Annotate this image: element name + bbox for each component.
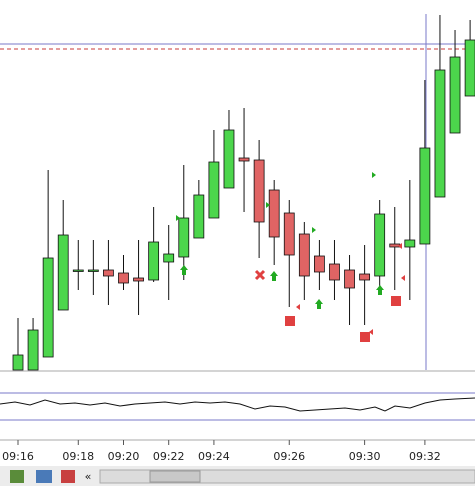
marker [398,243,402,249]
scroll-left[interactable]: « [85,470,92,483]
candle-body [118,272,129,284]
candle-body [42,257,54,358]
x-tick-label: 09:22 [153,450,185,463]
candle-body [283,212,295,256]
candle-body [178,217,190,258]
buy-arrow [180,265,188,275]
stop-square [360,332,370,342]
marker [372,172,376,178]
candle-body [103,269,114,277]
candle-body [268,189,280,238]
candle-body [389,243,401,248]
exit-mark [254,269,266,281]
x-tick-label: 09:26 [273,450,305,463]
candle-body [87,269,99,272]
candle-body [464,39,475,97]
candle-body [329,263,340,281]
toolbar-icon[interactable] [10,470,24,483]
x-tick-label: 09:24 [198,450,230,463]
marker [296,304,300,310]
candle-body [359,273,371,281]
x-tick-label: 09:20 [108,450,140,463]
toolbar-icon[interactable] [36,470,52,483]
marker [369,329,373,335]
marker [401,275,405,281]
toolbar-icon[interactable] [61,470,75,483]
candle-body [434,69,446,198]
candle-body [12,354,24,371]
candle-body [238,157,250,162]
marker [176,215,180,221]
candle-body [27,329,39,371]
candles [12,15,475,371]
indicator-line [0,397,475,412]
candle-body [298,233,310,277]
buy-arrow [376,285,384,295]
x-tick-label: 09:30 [349,450,381,463]
candle-body [253,159,265,223]
candle-body [193,194,205,239]
scroll-thumb[interactable] [149,470,201,483]
candle-body [404,239,416,248]
candle-body [449,56,461,134]
candle-body [208,161,220,219]
candle-body [133,277,144,282]
marker [266,202,270,208]
x-tick-label: 09:32 [409,450,441,463]
x-tick-label: 09:16 [2,450,34,463]
candle-body [148,241,160,281]
candle-body [72,269,84,272]
candle-body [57,234,69,311]
candle-body [344,269,355,289]
candle-body [313,255,325,273]
candle-body [223,129,235,189]
buy-arrow [270,271,278,281]
stop-square [391,296,401,306]
candle-body [163,253,175,263]
stop-square [285,316,295,326]
candle-body [374,213,386,277]
x-tick-label: 09:18 [62,450,94,463]
signals [176,172,405,342]
buy-arrow [315,299,323,309]
candle-body [419,147,431,245]
time-axis: 09:16 09:18 09:20 09:22 09:24 09:26 09:30 09:32 [2,440,441,463]
marker [312,227,316,233]
